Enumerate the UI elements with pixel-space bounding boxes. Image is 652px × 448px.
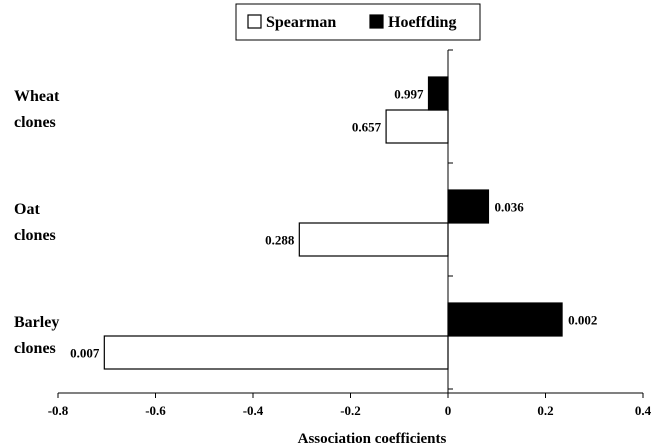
x-tick-label: 0 xyxy=(445,403,452,418)
value-label-hoeffding-wheat: 0.997 xyxy=(394,87,424,102)
category-label-barley-line2: clones xyxy=(14,340,56,357)
x-axis: -0.8 -0.6 -0.4 -0.2 0 0.2 0.4 xyxy=(48,49,652,418)
category-labels: Wheat clones Oat clones Barley clones xyxy=(14,88,60,357)
x-tick-label: 0.4 xyxy=(635,403,652,418)
legend-swatch-hoeffding xyxy=(369,14,384,29)
x-axis-label: Association coefficients xyxy=(298,431,447,447)
category-label-barley: Barley xyxy=(14,314,59,331)
value-label-spearman-barley: 0.007 xyxy=(70,346,100,361)
bar-hoeffding-wheat xyxy=(427,76,449,111)
legend: Spearman Hoeffding xyxy=(235,3,481,41)
x-tick-label: -0.8 xyxy=(48,403,69,418)
category-label-wheat-line2: clones xyxy=(14,114,56,131)
legend-swatch-spearman xyxy=(247,14,262,29)
legend-label-hoeffding: Hoeffding xyxy=(388,14,456,31)
value-label-spearman-wheat: 0.657 xyxy=(352,120,382,135)
bar-spearman-oat xyxy=(298,222,449,257)
category-label-oat-line2: clones xyxy=(14,227,56,244)
bar-hoeffding-barley xyxy=(447,302,563,337)
category-label-oat: Oat xyxy=(14,201,40,218)
category-label-wheat: Wheat xyxy=(14,88,60,105)
bar-hoeffding-oat xyxy=(447,189,490,224)
value-label-hoeffding-oat: 0.036 xyxy=(494,200,524,215)
value-label-hoeffding-barley: 0.002 xyxy=(568,313,597,328)
bars: 0.657 0.997 0.288 0.036 0.007 0.002 xyxy=(70,76,597,370)
x-tick-label: -0.6 xyxy=(145,403,166,418)
legend-label-spearman: Spearman xyxy=(266,14,336,31)
legend-box xyxy=(235,3,481,41)
bar-spearman-barley xyxy=(103,335,449,370)
value-label-spearman-oat: 0.288 xyxy=(265,233,295,248)
x-tick-label: -0.4 xyxy=(243,403,264,418)
bar-spearman-wheat xyxy=(385,109,449,144)
x-tick-label: -0.2 xyxy=(340,403,361,418)
x-tick-label: 0.2 xyxy=(537,403,553,418)
